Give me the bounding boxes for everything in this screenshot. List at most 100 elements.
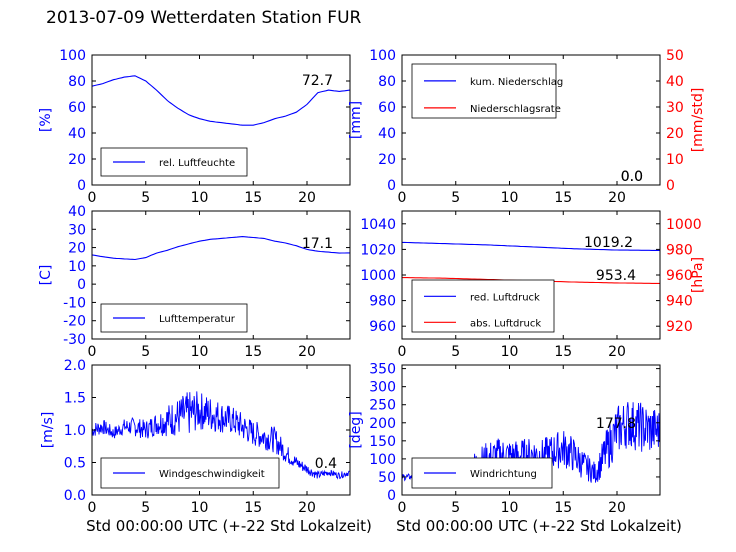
x-tick-label-pressure: 10 [501, 344, 519, 360]
x-tick-label-winddirection: 0 [398, 500, 407, 516]
y-tick-label-precipitation: 20 [378, 152, 396, 168]
axes-frame-temperature [91, 210, 351, 340]
y-tick-label-temperature: 20 [68, 241, 86, 257]
y-tick-label-temperature: 10 [68, 259, 86, 275]
value-annotation-pressure-0: 1019.2 [584, 235, 633, 251]
x-tick-label-humidity: 15 [244, 190, 262, 206]
x-tick-label-precipitation: 10 [501, 190, 519, 206]
value-annotation-humidity-0: 72.7 [302, 73, 333, 89]
y-tick-label-temperature: 30 [68, 222, 86, 238]
y2-tick-label-precipitation: 30 [666, 100, 684, 116]
y-axis-label-precipitation: [mm] [348, 101, 364, 139]
y-tick-label-temperature: 0 [77, 277, 86, 293]
y2-tick-label-pressure: 960 [666, 268, 693, 284]
y-tick-label-pressure: 1000 [360, 268, 396, 284]
x-tick-label-temperature: 10 [191, 344, 209, 360]
panel-precipitation [401, 54, 661, 186]
y-tick-label-winddirection: 0 [387, 488, 396, 504]
x-tick-label-precipitation: 20 [608, 190, 626, 206]
value-annotation-precipitation-1: 0.0 [621, 169, 643, 185]
axes-frame-winddirection [401, 364, 661, 496]
y-tick-label-winddirection: 250 [369, 398, 396, 414]
y-tick-label-windspeed: 1.0 [64, 423, 86, 439]
series-line-temperature-0 [91, 236, 350, 261]
y2-tick-label-precipitation: 50 [666, 48, 684, 64]
x-axis-label-windspeed: Std 00:00:00 UTC (+-22 Std Lokalzeit) [86, 517, 372, 535]
y-tick-label-precipitation: 0 [387, 178, 396, 194]
x-tick-label-windspeed: 0 [88, 500, 97, 516]
y-axis-label-humidity: [%] [38, 108, 54, 132]
y2-tick-label-precipitation: 0 [666, 178, 675, 194]
x-tick-label-humidity: 0 [88, 190, 97, 206]
x-tick-label-precipitation: 5 [451, 190, 460, 206]
x-tick-label-precipitation: 0 [398, 190, 407, 206]
y2-tick-label-pressure: 980 [666, 242, 693, 258]
y2-tick-label-pressure: 920 [666, 319, 693, 335]
value-annotation-windspeed-0: 0.4 [315, 456, 337, 472]
y-tick-label-humidity: 0 [77, 178, 86, 194]
x-tick-label-windspeed: 15 [244, 500, 262, 516]
y2-axis-label-pressure: [hPa] [690, 257, 706, 293]
legend-label-humidity-0: rel. Luftfeuchte [159, 158, 235, 169]
x-tick-label-windspeed: 20 [298, 500, 316, 516]
y2-tick-label-pressure: 940 [666, 294, 693, 310]
y-tick-label-windspeed: 2.0 [64, 358, 86, 374]
legend-label-winddirection-0: Windrichtung [470, 469, 537, 480]
y-tick-label-precipitation: 60 [378, 100, 396, 116]
x-tick-label-pressure: 20 [608, 344, 626, 360]
y2-tick-label-precipitation: 10 [666, 152, 684, 168]
y-axis-label-temperature: [C] [38, 265, 54, 286]
series-line-humidity-0 [91, 75, 351, 126]
y-tick-label-windspeed: 0.5 [64, 456, 86, 472]
legend-label-pressure-0: red. Luftdruck [470, 292, 540, 303]
x-tick-label-temperature: 5 [141, 344, 150, 360]
panel-temperature [91, 210, 351, 340]
x-tick-label-temperature: 15 [244, 344, 262, 360]
x-tick-label-winddirection: 20 [608, 500, 626, 516]
x-tick-label-pressure: 0 [398, 344, 407, 360]
panel-winddirection [401, 364, 661, 496]
x-tick-label-pressure: 5 [451, 344, 460, 360]
y-tick-label-winddirection: 100 [369, 452, 396, 468]
y-tick-label-winddirection: 200 [369, 416, 396, 432]
axes-frame-humidity [91, 54, 351, 186]
series-line-pressure-0 [402, 241, 660, 251]
y-axis-label-winddirection: [deg] [348, 411, 364, 448]
y-tick-label-precipitation: 100 [369, 48, 396, 64]
panel-humidity [91, 54, 351, 186]
y-tick-label-pressure: 1040 [360, 217, 396, 233]
legend-label-windspeed-0: Windgeschwindigkeit [159, 469, 265, 480]
x-tick-label-windspeed: 10 [191, 500, 209, 516]
y-tick-label-winddirection: 350 [369, 362, 396, 378]
series-line-windspeed-0 [91, 391, 350, 480]
x-tick-label-winddirection: 5 [451, 500, 460, 516]
y2-tick-label-pressure: 1000 [666, 217, 702, 233]
y-tick-label-pressure: 1020 [360, 242, 396, 258]
y-tick-label-pressure: 980 [369, 294, 396, 310]
panel-windspeed [91, 364, 351, 496]
y-tick-label-temperature: 40 [68, 204, 86, 220]
legend-label-precipitation-0: kum. Niederschlag [470, 77, 563, 88]
figure-title: 2013-07-09 Wetterdaten Station FUR [46, 8, 362, 28]
legend-label-temperature-0: Lufttemperatur [159, 314, 236, 325]
y-tick-label-humidity: 20 [68, 152, 86, 168]
y-tick-label-humidity: 60 [68, 100, 86, 116]
x-tick-label-humidity: 20 [298, 190, 316, 206]
axes-frame-precipitation [401, 54, 661, 186]
y-tick-label-temperature: -20 [63, 314, 86, 330]
y2-tick-label-precipitation: 40 [666, 74, 684, 90]
y2-axis-label-precipitation: [mm/std] [690, 88, 706, 153]
legend-box-pressure [411, 279, 555, 333]
y2-tick-label-precipitation: 20 [666, 126, 684, 142]
x-axis-label-winddirection: Std 00:00:00 UTC (+-22 Std Lokalzeit) [396, 517, 682, 535]
legend-box-precipitation [411, 63, 557, 119]
y-tick-label-windspeed: 0.0 [64, 488, 86, 504]
x-tick-label-humidity: 10 [191, 190, 209, 206]
y-tick-label-humidity: 80 [68, 74, 86, 90]
legend-label-precipitation-1: Niederschlagsrate [470, 104, 561, 115]
legend-label-pressure-1: abs. Luftdruck [470, 318, 541, 329]
x-tick-label-temperature: 0 [88, 344, 97, 360]
y-tick-label-winddirection: 300 [369, 380, 396, 396]
y-tick-label-humidity: 100 [59, 48, 86, 64]
x-tick-label-precipitation: 15 [554, 190, 572, 206]
